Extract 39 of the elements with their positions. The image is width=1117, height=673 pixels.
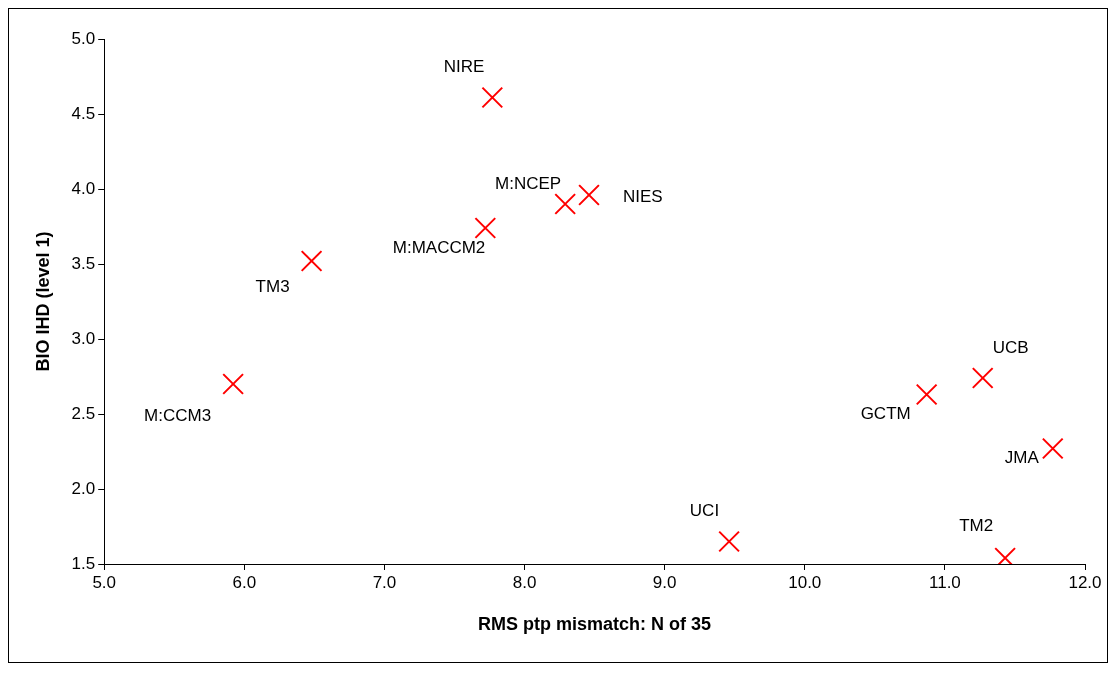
- x-tick-label: 5.0: [92, 572, 117, 592]
- annotation: TM3: [255, 276, 290, 296]
- point: [971, 367, 994, 389]
- y-axis-title: BIO IHD (level 1): [32, 231, 53, 372]
- y-tick-label: 4.5: [71, 103, 96, 123]
- point: [578, 184, 600, 206]
- annotation: JMA: [1004, 448, 1040, 468]
- y-tick-label: 2.0: [71, 478, 96, 498]
- x-tick-label: 12.0: [1068, 572, 1102, 592]
- annotation: UCB: [992, 337, 1029, 357]
- point: [915, 383, 938, 406]
- annotation: UCI: [689, 501, 720, 521]
- x-tick-label: 11.0: [928, 572, 961, 592]
- annotation: NIES: [623, 186, 663, 206]
- y-tick-label: 5.0: [71, 28, 96, 48]
- point: [481, 86, 504, 109]
- x-tick-label: 7.0: [372, 572, 397, 592]
- y-tick-label: 2.5: [71, 403, 96, 423]
- x-tick-label: 10.0: [788, 572, 822, 592]
- x-axis-title: RMS ptp mismatch: N of 35: [478, 614, 712, 635]
- annotation: TM2: [959, 515, 994, 535]
- annotation: M:NCEP: [495, 173, 562, 193]
- point: [554, 193, 577, 215]
- y-tick-label: 4.0: [71, 178, 96, 198]
- x-tick-label: 8.0: [512, 572, 537, 592]
- annotation: GCTM: [860, 404, 911, 424]
- annotation: NIRE: [443, 57, 485, 77]
- x-tick-label: 6.0: [232, 572, 257, 592]
- point: [1041, 437, 1064, 460]
- x-tick-label: 9.0: [652, 572, 677, 592]
- y-tick-label: 3.0: [71, 328, 96, 348]
- y-tick-label: 1.5: [71, 553, 96, 573]
- point: [300, 250, 323, 272]
- point: [474, 217, 497, 239]
- y-tick-label: 3.5: [71, 253, 96, 273]
- annotation: M:CCM3: [144, 405, 212, 425]
- annotation: M:MACCM2: [392, 237, 486, 257]
- point: [718, 530, 741, 553]
- point: [222, 373, 245, 395]
